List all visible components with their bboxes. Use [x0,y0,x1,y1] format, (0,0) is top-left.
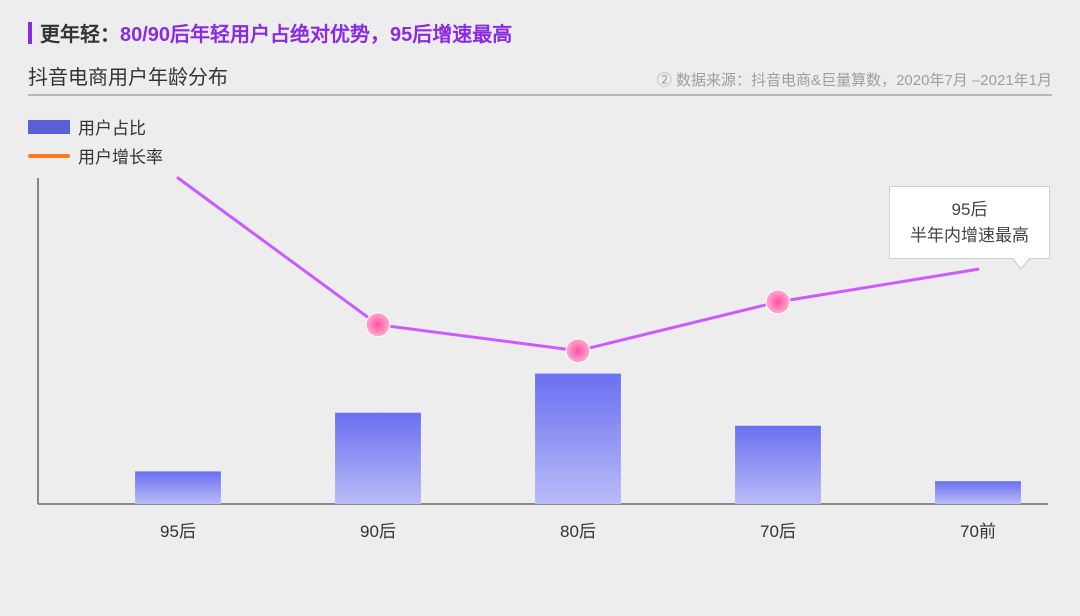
headline-accent-bar [28,22,32,44]
line-marker [366,313,390,337]
line-marker [766,290,790,314]
legend-swatch-bar [28,120,70,134]
legend-label-line: 用户增长率 [78,143,163,168]
headline-prefix: 更年轻： [40,24,120,46]
legend-swatch-line [28,154,70,158]
legend: 用户占比 用户增长率 [28,114,1052,168]
annotation-callout: 95后 半年内增速最高 [889,186,1050,259]
legend-label-bar: 用户占比 [78,114,146,139]
annotation-line2: 半年内增速最高 [910,223,1029,249]
bar [335,413,421,504]
data-source: ② 数据来源：抖音电商&巨量算数，2020年7月 –2021年1月 [657,69,1052,90]
chart-title: 抖音电商用户年龄分布 [28,61,228,90]
legend-item-bar: 用户占比 [28,114,1052,139]
headline: 更年轻：80/90后年轻用户占绝对优势，95后增速最高 [28,18,1052,47]
bar [935,481,1021,504]
headline-text: 更年轻：80/90后年轻用户占绝对优势，95后增速最高 [40,18,512,47]
annotation-line1: 95后 [910,197,1029,223]
bar [535,374,621,504]
x-tick-label: 90后 [360,517,396,542]
x-axis-labels: 95后 90后 80后 70后 70前 [28,511,1048,541]
growth-line [178,178,978,351]
x-tick-label: 70后 [760,517,796,542]
headline-main: 80/90后年轻用户占绝对优势，95后增速最高 [120,24,512,46]
chart-area: 95后 半年内增速最高 95后 90后 80后 70后 70前 [28,176,1052,541]
subtitle-row: 抖音电商用户年龄分布 ② 数据来源：抖音电商&巨量算数，2020年7月 –202… [28,61,1052,96]
line-marker [566,339,590,363]
bar [135,471,221,504]
legend-item-line: 用户增长率 [28,143,1052,168]
x-tick-label: 70前 [960,517,996,542]
bar [735,426,821,504]
x-tick-label: 80后 [560,517,596,542]
x-tick-label: 95后 [160,517,196,542]
